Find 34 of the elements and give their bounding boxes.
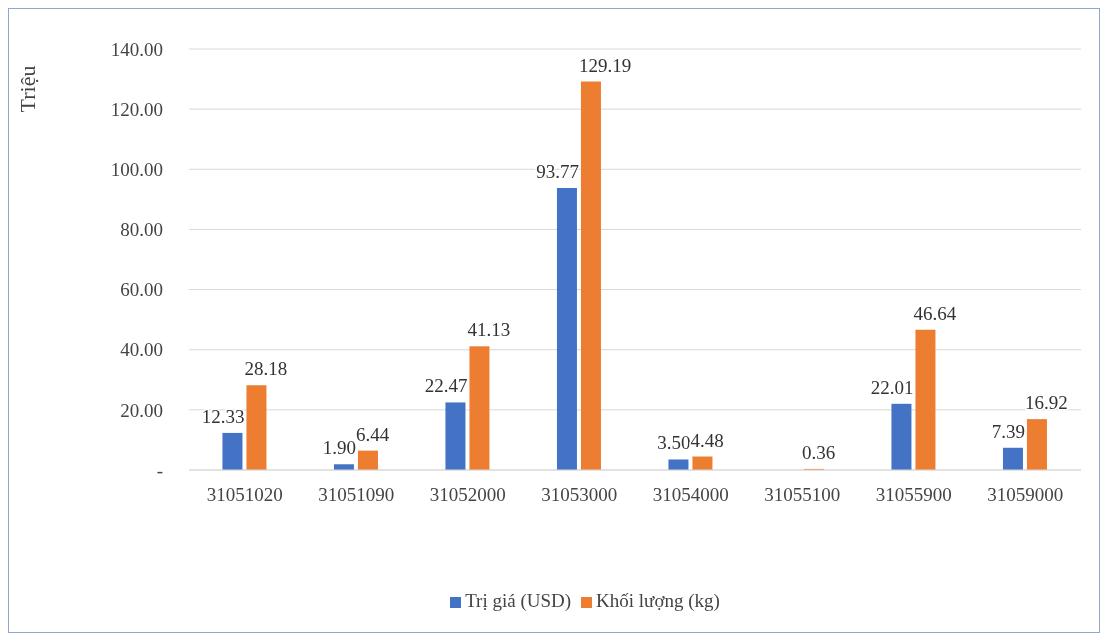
data-label: 3.50: [657, 432, 691, 454]
y-tick-label: 140.00: [110, 38, 163, 60]
data-label: 16.92: [1024, 392, 1068, 414]
y-tick-label: 80.00: [120, 219, 163, 241]
y-tick-label: 20.00: [120, 399, 163, 421]
data-label: 46.64: [913, 302, 957, 324]
legend-label: Khối lượng (kg): [596, 590, 720, 611]
x-tick-label: 31052000: [429, 484, 506, 506]
x-tick-label: 31053000: [541, 484, 618, 506]
x-tick-label: 31055100: [764, 484, 841, 506]
x-tick-label: 31054000: [652, 484, 729, 506]
data-label: 129.19: [578, 54, 632, 76]
data-label: 12.33: [201, 405, 245, 427]
x-tick-label: 31055900: [875, 484, 952, 506]
legend-label: Trị giá (USD): [465, 590, 572, 611]
y-axis-title: Triệu: [14, 65, 40, 113]
data-label: 28.18: [244, 358, 288, 380]
data-label: 93.77: [536, 161, 579, 183]
y-tick-label: 100.00: [110, 159, 163, 181]
data-label: 22.01: [870, 376, 914, 398]
x-tick-label: 31051020: [206, 484, 283, 506]
y-tick-label: 120.00: [110, 98, 163, 120]
x-tick-label: 31051090: [318, 484, 395, 506]
y-tick-label: 40.00: [120, 339, 163, 361]
data-label: 6.44: [355, 423, 390, 445]
x-tick-label: 31059000: [987, 484, 1064, 506]
data-label: 41.13: [467, 319, 511, 341]
data-label: 22.47: [424, 375, 468, 397]
data-label: 0.36: [801, 441, 836, 463]
y-tick-label: -: [156, 459, 163, 481]
data-label: 1.90: [322, 437, 356, 459]
data-label: 4.48: [690, 429, 724, 451]
data-label: 7.39: [991, 420, 1025, 442]
y-tick-label: 60.00: [120, 279, 163, 301]
